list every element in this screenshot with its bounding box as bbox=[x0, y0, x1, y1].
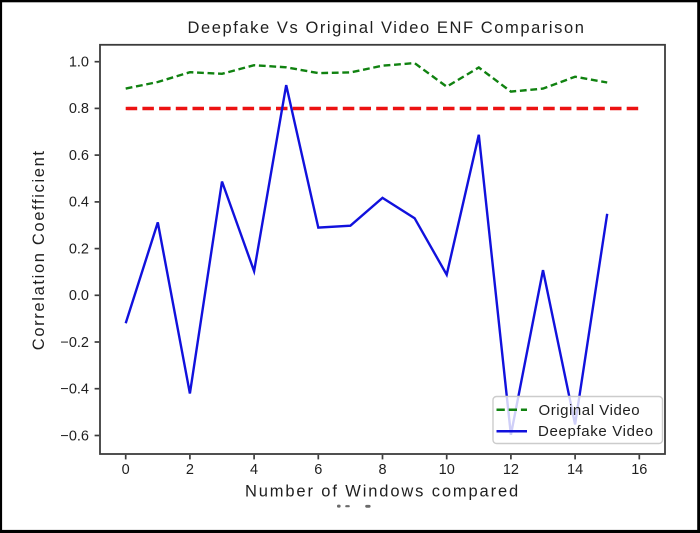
svg-text:0.8: 0.8 bbox=[69, 101, 89, 117]
svg-text:0.6: 0.6 bbox=[69, 148, 89, 164]
svg-text:0.4: 0.4 bbox=[69, 195, 89, 211]
svg-text:0.2: 0.2 bbox=[69, 241, 89, 257]
svg-text:0: 0 bbox=[122, 462, 130, 478]
svg-text:Number of Windows compared: Number of Windows compared bbox=[245, 483, 520, 501]
svg-text:8: 8 bbox=[378, 462, 386, 478]
svg-text:Correlation Coefficient: Correlation Coefficient bbox=[30, 149, 48, 350]
svg-text:6: 6 bbox=[314, 462, 322, 478]
svg-text:−0.4: −0.4 bbox=[60, 382, 89, 398]
svg-text:1.0: 1.0 bbox=[69, 55, 89, 71]
svg-text:4: 4 bbox=[250, 462, 258, 478]
svg-text:0.0: 0.0 bbox=[69, 288, 89, 304]
svg-text:−0.2: −0.2 bbox=[60, 335, 89, 351]
svg-text:2: 2 bbox=[186, 462, 194, 478]
svg-text:10: 10 bbox=[439, 462, 455, 478]
svg-text:−0.6: −0.6 bbox=[60, 428, 89, 444]
svg-text:Deepfake Video: Deepfake Video bbox=[538, 423, 654, 440]
svg-text:14: 14 bbox=[567, 462, 583, 478]
svg-text:Deepfake Vs Original Video ENF: Deepfake Vs Original Video ENF Compariso… bbox=[188, 19, 586, 37]
svg-text:12: 12 bbox=[503, 462, 519, 478]
svg-text:Original Video: Original Video bbox=[539, 402, 641, 419]
svg-text:16: 16 bbox=[631, 462, 647, 478]
